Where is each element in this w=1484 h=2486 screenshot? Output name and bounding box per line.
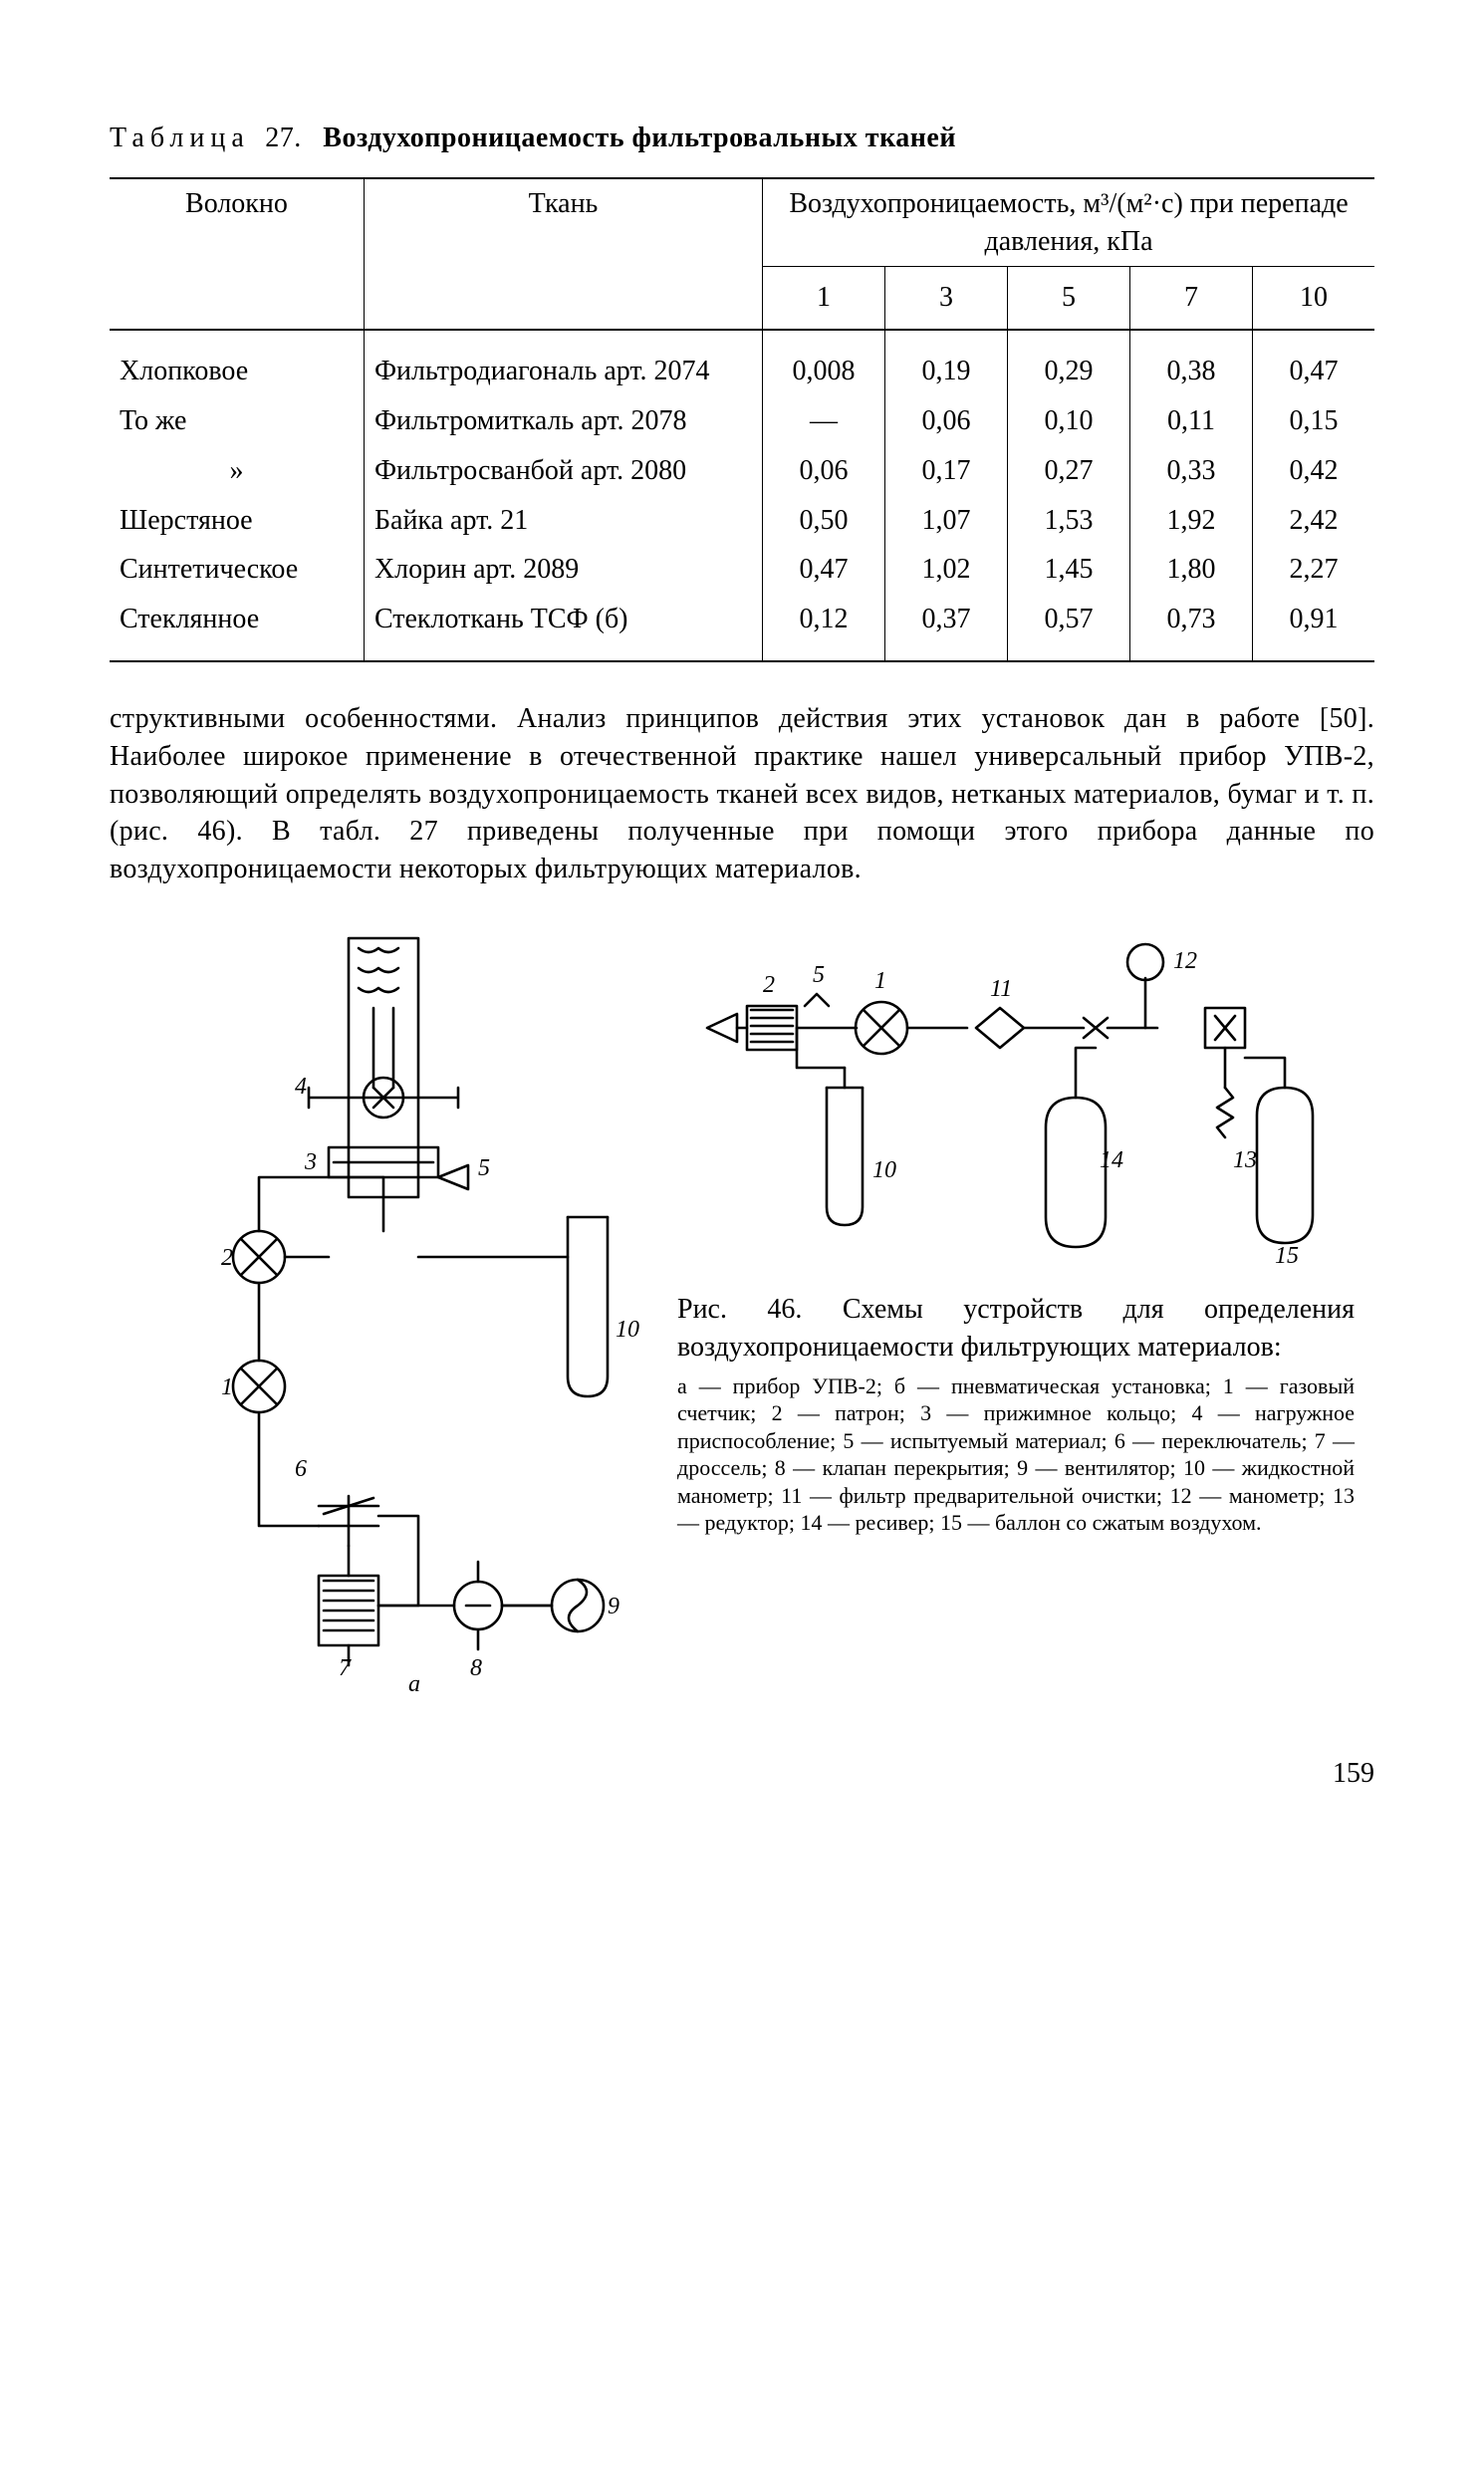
cell-fabric: Фильтродиагональ арт. 2074 <box>364 330 762 396</box>
cell-val: 1,53 <box>1007 496 1129 546</box>
label-b14: 14 <box>1100 1147 1123 1173</box>
figure-46-a: 4 3 5 2 1 6 7 8 9 10 а <box>110 918 647 1695</box>
cell-val: 0,10 <box>1007 396 1129 446</box>
col-header-group: Воздухопроницаемость, м³/(м²·с) при пере… <box>762 178 1374 267</box>
cell-val: 0,47 <box>762 545 884 595</box>
table-row: Хлопковое Фильтродиагональ арт. 2074 0,0… <box>110 330 1374 396</box>
label-7: 7 <box>339 1655 352 1681</box>
cell-val: 1,80 <box>1129 545 1252 595</box>
cell-val: 1,07 <box>884 496 1007 546</box>
cell-val: 0,37 <box>884 595 1007 661</box>
table-caption: Таблица 27. Воздухопроницаемость фильтро… <box>110 120 1374 157</box>
cell-fiber: » <box>110 446 364 496</box>
cell-val: 0,27 <box>1007 446 1129 496</box>
cell-val: 0,57 <box>1007 595 1129 661</box>
table-number: 27. <box>265 123 302 153</box>
cell-val: 0,91 <box>1252 595 1374 661</box>
cell-val: — <box>762 396 884 446</box>
cell-val: 2,27 <box>1252 545 1374 595</box>
cell-fiber: То же <box>110 396 364 446</box>
label-b5: 5 <box>813 962 825 988</box>
label-b13: 13 <box>1233 1147 1257 1173</box>
cell-fiber: Хлопковое <box>110 330 364 396</box>
col-header-fiber: Волокно <box>110 178 364 330</box>
col-header-p10: 10 <box>1252 267 1374 330</box>
body-paragraph: структивными особенностями. Анализ принц… <box>110 700 1374 888</box>
cell-fabric: Фильтромиткаль арт. 2078 <box>364 396 762 446</box>
cell-val: 0,06 <box>884 396 1007 446</box>
label-3: 3 <box>304 1149 317 1175</box>
page-number: 159 <box>110 1755 1374 1793</box>
cell-val: 0,19 <box>884 330 1007 396</box>
cell-val: 0,33 <box>1129 446 1252 496</box>
cell-val: 0,73 <box>1129 595 1252 661</box>
cell-fiber: Синтетическое <box>110 545 364 595</box>
table-row: Шерстяное Байка арт. 21 0,50 1,07 1,53 1… <box>110 496 1374 546</box>
figure-caption-title: Рис. 46. Схемы устройств для определения… <box>677 1291 1355 1367</box>
cell-fabric: Байка арт. 21 <box>364 496 762 546</box>
permeability-table: Волокно Ткань Воздухопроницаемость, м³/(… <box>110 177 1374 662</box>
label-8: 8 <box>470 1655 482 1681</box>
table-row: Синтетическое Хлорин арт. 2089 0,47 1,02… <box>110 545 1374 595</box>
figure-46-b: 2 5 1 11 12 10 14 13 15 Рис. 46. Схемы у… <box>677 918 1355 1537</box>
label-4: 4 <box>295 1074 307 1100</box>
cell-fiber: Стеклянное <box>110 595 364 661</box>
table-body: Хлопковое Фильтродиагональ арт. 2074 0,0… <box>110 330 1374 661</box>
cell-val: 0,15 <box>1252 396 1374 446</box>
figure-caption-legend: а — прибор УПВ-2; б — пневматическая уст… <box>677 1372 1355 1537</box>
cell-val: 0,38 <box>1129 330 1252 396</box>
cell-val: 1,92 <box>1129 496 1252 546</box>
label-1: 1 <box>221 1374 233 1400</box>
label-9: 9 <box>608 1594 619 1619</box>
cell-fiber: Шерстяное <box>110 496 364 546</box>
cell-fabric: Хлорин арт. 2089 <box>364 545 762 595</box>
label-b11: 11 <box>990 976 1012 1002</box>
cell-fabric: Фильтросванбой арт. 2080 <box>364 446 762 496</box>
label-a: а <box>408 1671 420 1695</box>
figure-46: 4 3 5 2 1 6 7 8 9 10 а <box>110 918 1374 1695</box>
col-header-p3: 3 <box>884 267 1007 330</box>
cell-val: 0,11 <box>1129 396 1252 446</box>
label-10: 10 <box>616 1317 639 1343</box>
label-5: 5 <box>478 1155 490 1181</box>
table-title: Воздухопроницаемость фильтровальных ткан… <box>323 123 956 153</box>
col-header-p1: 1 <box>762 267 884 330</box>
diagram-a-svg: 4 3 5 2 1 6 7 8 9 10 а <box>110 918 647 1695</box>
cell-val: 0,42 <box>1252 446 1374 496</box>
table-label: Таблица <box>110 123 250 153</box>
col-header-fabric: Ткань <box>364 178 762 330</box>
cell-val: 0,50 <box>762 496 884 546</box>
cell-val: 0,06 <box>762 446 884 496</box>
cell-val: 1,02 <box>884 545 1007 595</box>
table-row: То же Фильтромиткаль арт. 2078 — 0,06 0,… <box>110 396 1374 446</box>
cell-val: 1,45 <box>1007 545 1129 595</box>
cell-val: 2,42 <box>1252 496 1374 546</box>
cell-val: 0,12 <box>762 595 884 661</box>
col-header-p7: 7 <box>1129 267 1252 330</box>
cell-val: 0,29 <box>1007 330 1129 396</box>
label-b1: 1 <box>874 968 886 994</box>
col-header-p5: 5 <box>1007 267 1129 330</box>
cell-fabric: Стеклоткань ТСФ (б) <box>364 595 762 661</box>
label-b15: 15 <box>1275 1243 1299 1269</box>
table-row: Стеклянное Стеклоткань ТСФ (б) 0,12 0,37… <box>110 595 1374 661</box>
label-2: 2 <box>221 1245 233 1271</box>
label-b2: 2 <box>763 972 775 998</box>
table-row: » Фильтросванбой арт. 2080 0,06 0,17 0,2… <box>110 446 1374 496</box>
cell-val: 0,17 <box>884 446 1007 496</box>
cell-val: 0,47 <box>1252 330 1374 396</box>
label-b10: 10 <box>872 1157 896 1183</box>
label-6: 6 <box>295 1456 307 1482</box>
diagram-b-svg: 2 5 1 11 12 10 14 13 15 <box>677 918 1355 1277</box>
cell-val: 0,008 <box>762 330 884 396</box>
label-b12: 12 <box>1173 948 1197 974</box>
